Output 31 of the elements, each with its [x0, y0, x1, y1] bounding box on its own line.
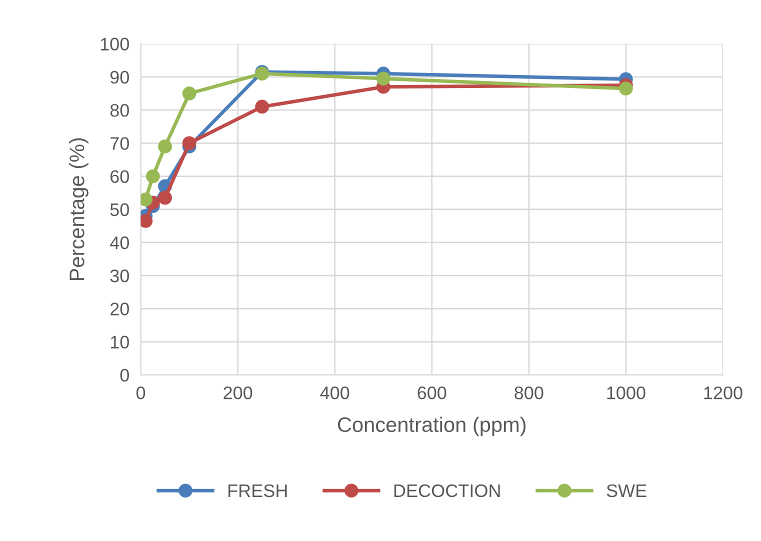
point [618, 82, 633, 96]
y-tick-label: 50 [110, 203, 129, 216]
x-tick-label: 1200 [704, 386, 742, 400]
point [146, 169, 160, 184]
x-tick-label: 400 [320, 386, 350, 400]
x-tick-label: 800 [514, 386, 544, 400]
y-tick-label: 10 [110, 336, 129, 349]
x-axis-title: Concentration (ppm) [338, 416, 526, 436]
point [158, 190, 172, 205]
y-tick-label: 20 [110, 302, 129, 316]
point [182, 86, 196, 100]
y-tick-label: 0 [120, 368, 129, 382]
x-tick-label: 600 [418, 386, 446, 400]
point [182, 136, 196, 150]
point [255, 100, 270, 114]
legend-label: FRESH [228, 484, 287, 498]
point [376, 72, 390, 86]
x-tick-label: 200 [224, 386, 252, 400]
y-tick-label: 100 [100, 38, 129, 51]
y-tick-label: 60 [110, 170, 129, 183]
y-tick-label: 40 [110, 236, 129, 250]
x-tick-label: 0 [136, 386, 146, 400]
x-tick-label: 1000 [607, 386, 646, 400]
y-tick-label: 90 [110, 70, 129, 84]
y-tick-label: 80 [110, 104, 129, 117]
point [158, 140, 172, 154]
y-tick-label: 30 [110, 270, 129, 282]
y-axis-title: Percentage (%) [69, 138, 88, 280]
legend-label: DECOCTION [394, 484, 500, 498]
y-tick-label: 70 [110, 137, 129, 150]
legend-label: SWE [606, 484, 646, 498]
